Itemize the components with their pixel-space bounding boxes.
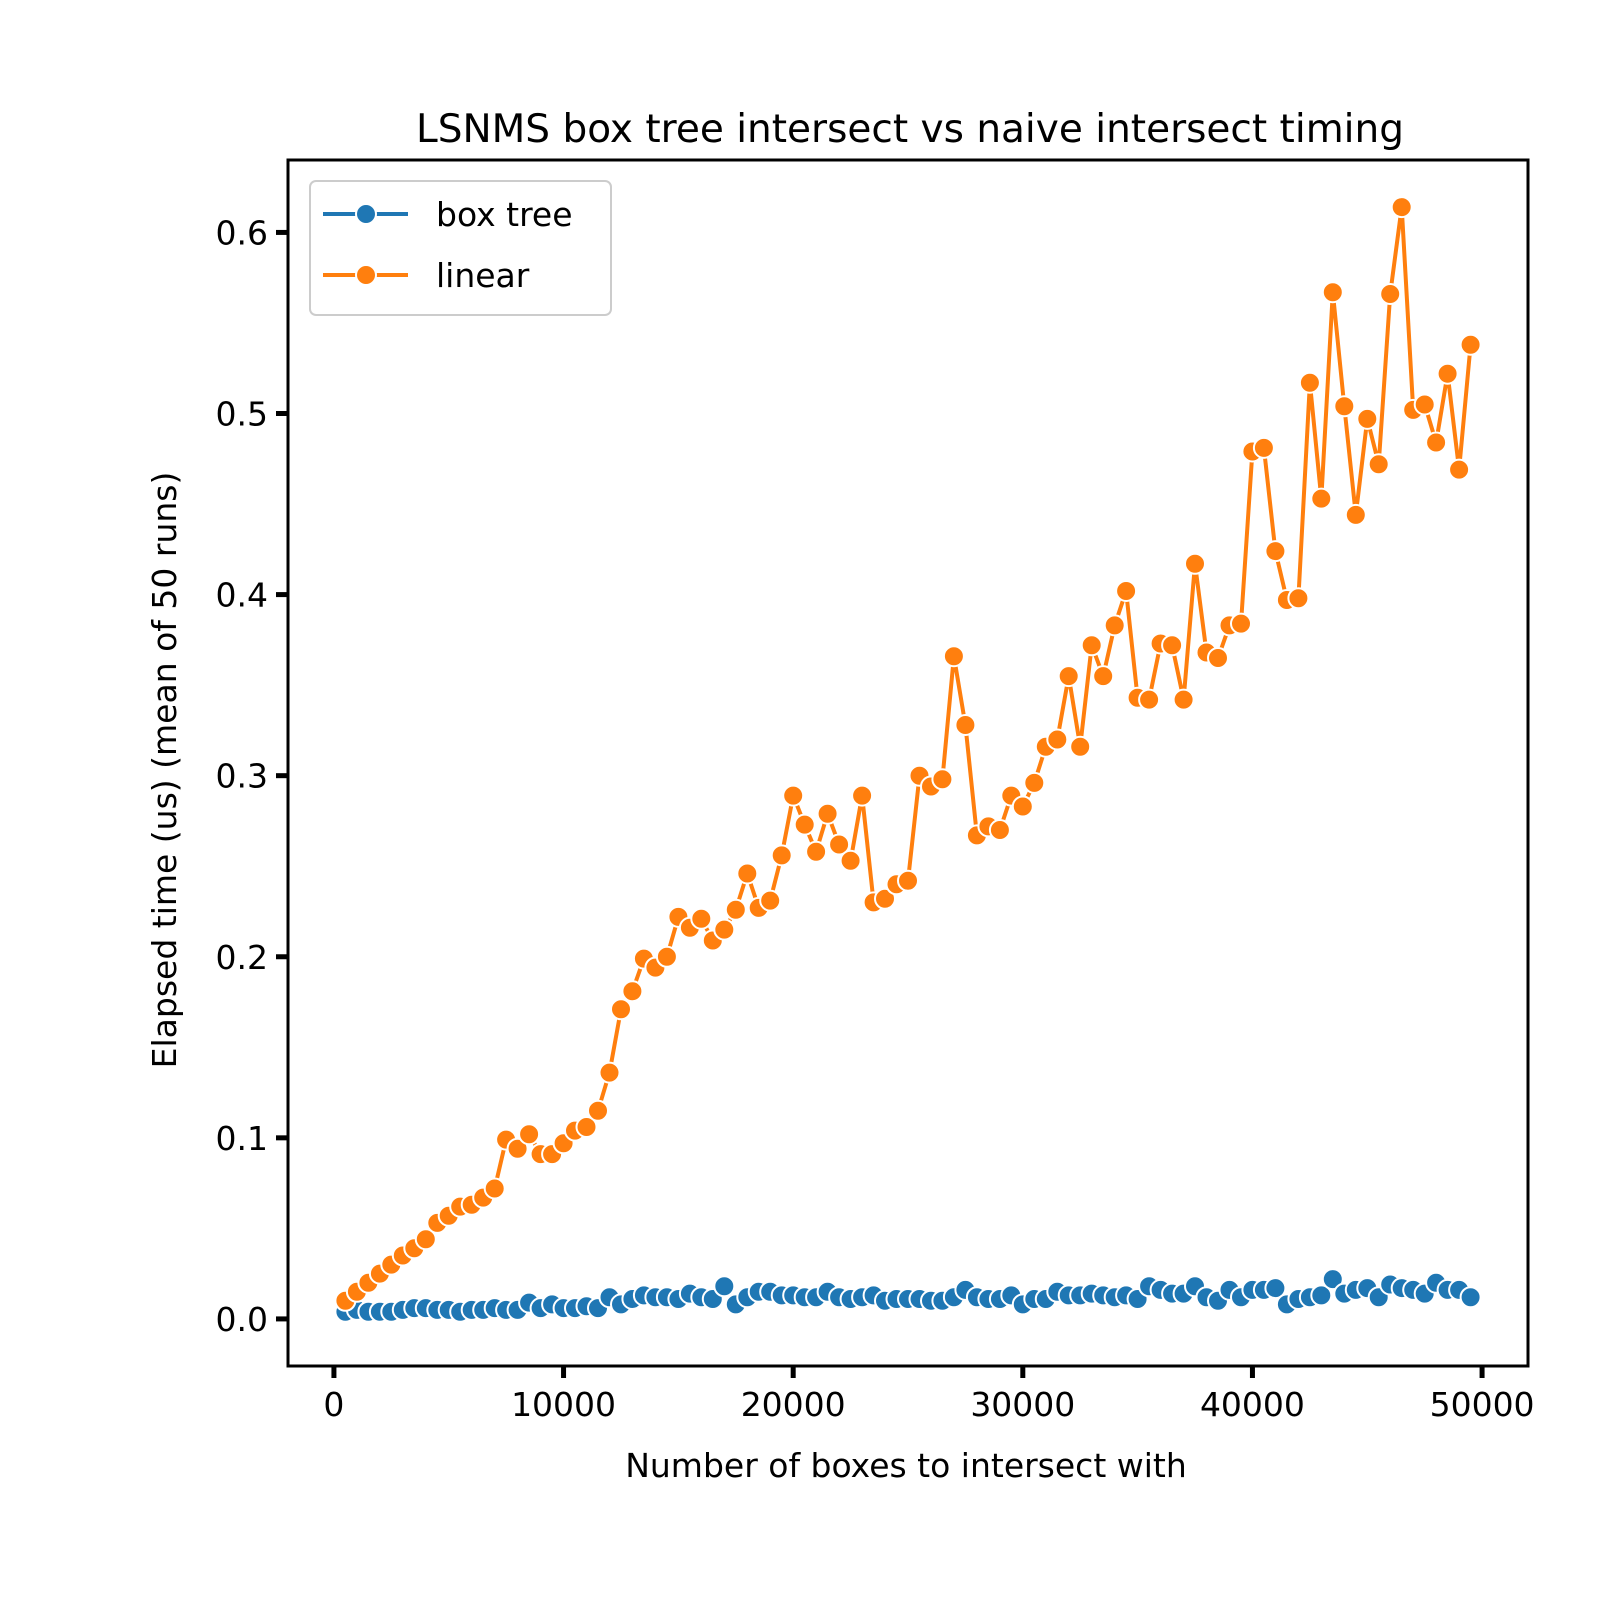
data-point-linear — [1310, 487, 1333, 510]
data-point-linear — [736, 862, 759, 885]
x-axis-label: Number of boxes to intersect with — [625, 1446, 1187, 1485]
y-tick-label: 0.2 — [216, 938, 268, 977]
x-tick-label: 0 — [323, 1385, 344, 1424]
y-axis-label: Elapsed time (us) (mean of 50 runs) — [145, 472, 184, 1069]
series-linear — [334, 196, 1482, 1312]
data-point-linear — [759, 889, 782, 912]
series-box-tree — [334, 1268, 1482, 1323]
data-point-linear — [1448, 458, 1471, 481]
data-point-linear — [575, 1116, 598, 1138]
data-point-linear — [805, 840, 828, 863]
data-point-linear — [931, 768, 954, 791]
data-point-linear — [1184, 552, 1206, 575]
y-tick-label: 0.1 — [216, 1119, 268, 1158]
data-point-linear — [598, 1061, 621, 1084]
x-tick-label: 40000 — [1200, 1385, 1305, 1424]
data-point-linear — [1252, 436, 1275, 459]
data-point-linear — [1080, 634, 1103, 657]
legend-marker-linear — [355, 264, 377, 286]
legend-label-linear: linear — [436, 256, 530, 295]
data-point-linear — [621, 980, 644, 1003]
data-point-linear — [1367, 453, 1390, 476]
data-point-linear — [1161, 634, 1184, 657]
data-point-linear — [828, 833, 851, 856]
data-point-linear — [1436, 362, 1459, 385]
data-point-linear — [1321, 281, 1344, 304]
legend-label-box-tree: box tree — [436, 195, 573, 234]
data-point-linear — [1057, 665, 1080, 688]
data-point-linear — [1115, 580, 1138, 602]
data-point-linear — [655, 945, 678, 968]
y-tick-label: 0.5 — [216, 395, 268, 434]
data-point-linear — [1092, 665, 1115, 688]
data-point-linear — [1333, 395, 1356, 418]
x-tick-label: 30000 — [970, 1385, 1075, 1424]
data-point-linear — [1344, 503, 1367, 526]
data-point-box-tree — [1310, 1284, 1333, 1307]
data-point-linear — [610, 998, 632, 1021]
data-point-linear — [1298, 371, 1321, 394]
data-point-linear — [1207, 647, 1229, 669]
series-layer — [334, 196, 1482, 1323]
data-point-linear — [690, 907, 713, 930]
data-point-linear — [1390, 196, 1413, 219]
data-point-linear — [1023, 771, 1046, 794]
data-point-linear — [1069, 735, 1092, 758]
data-point-linear — [897, 869, 919, 892]
x-axis: 0 10000 20000 30000 40000 50000 — [323, 1366, 1535, 1424]
y-tick-label: 0.0 — [216, 1300, 268, 1339]
y-tick-label: 0.6 — [216, 213, 268, 252]
y-axis: 0.0 0.1 0.2 0.3 0.4 0.5 0.6 — [216, 213, 288, 1339]
data-point-linear — [839, 849, 862, 872]
data-point-linear — [1230, 612, 1252, 635]
data-point-linear — [954, 714, 977, 736]
data-point-linear — [770, 844, 793, 867]
data-point-linear — [1264, 540, 1287, 563]
data-point-box-tree — [713, 1275, 736, 1298]
data-point-linear — [1379, 283, 1402, 305]
data-point-box-tree — [1459, 1286, 1482, 1309]
data-point-linear — [518, 1123, 541, 1146]
data-point-linear — [782, 784, 805, 807]
data-point-linear — [874, 887, 896, 910]
data-point-linear — [724, 898, 747, 921]
data-point-linear — [816, 802, 839, 825]
legend: box tree linear — [309, 180, 612, 316]
data-point-linear — [587, 1099, 609, 1122]
data-point-linear — [988, 819, 1011, 841]
plot-border — [286, 158, 1530, 1368]
data-point-linear — [713, 918, 736, 941]
data-point-linear — [1172, 688, 1195, 711]
x-tick-label: 50000 — [1430, 1385, 1535, 1424]
y-tick-label: 0.3 — [216, 757, 268, 796]
data-point-linear — [851, 784, 874, 807]
data-point-linear — [1138, 688, 1161, 711]
data-point-linear — [1459, 333, 1482, 356]
data-point-box-tree — [1264, 1277, 1287, 1300]
data-point-linear — [1011, 795, 1034, 818]
data-point-linear — [1413, 393, 1436, 416]
data-point-linear — [1046, 728, 1069, 751]
data-point-linear — [942, 645, 965, 668]
data-point-linear — [414, 1228, 437, 1251]
y-tick-label: 0.4 — [216, 576, 268, 615]
x-tick-label: 10000 — [511, 1385, 616, 1424]
data-point-linear — [506, 1137, 529, 1160]
data-point-linear — [1425, 431, 1448, 454]
plot-frame — [286, 158, 1530, 1368]
legend-marker-box-tree — [355, 203, 377, 225]
data-point-linear — [1356, 407, 1379, 430]
chart-title: LSNMS box tree intersect vs naive inters… — [416, 107, 1404, 152]
data-point-box-tree — [1321, 1268, 1344, 1291]
data-point-linear — [1103, 614, 1126, 637]
data-point-linear — [1287, 587, 1310, 610]
data-point-linear — [483, 1177, 506, 1200]
x-tick-label: 20000 — [741, 1385, 846, 1424]
data-point-linear — [793, 813, 816, 836]
